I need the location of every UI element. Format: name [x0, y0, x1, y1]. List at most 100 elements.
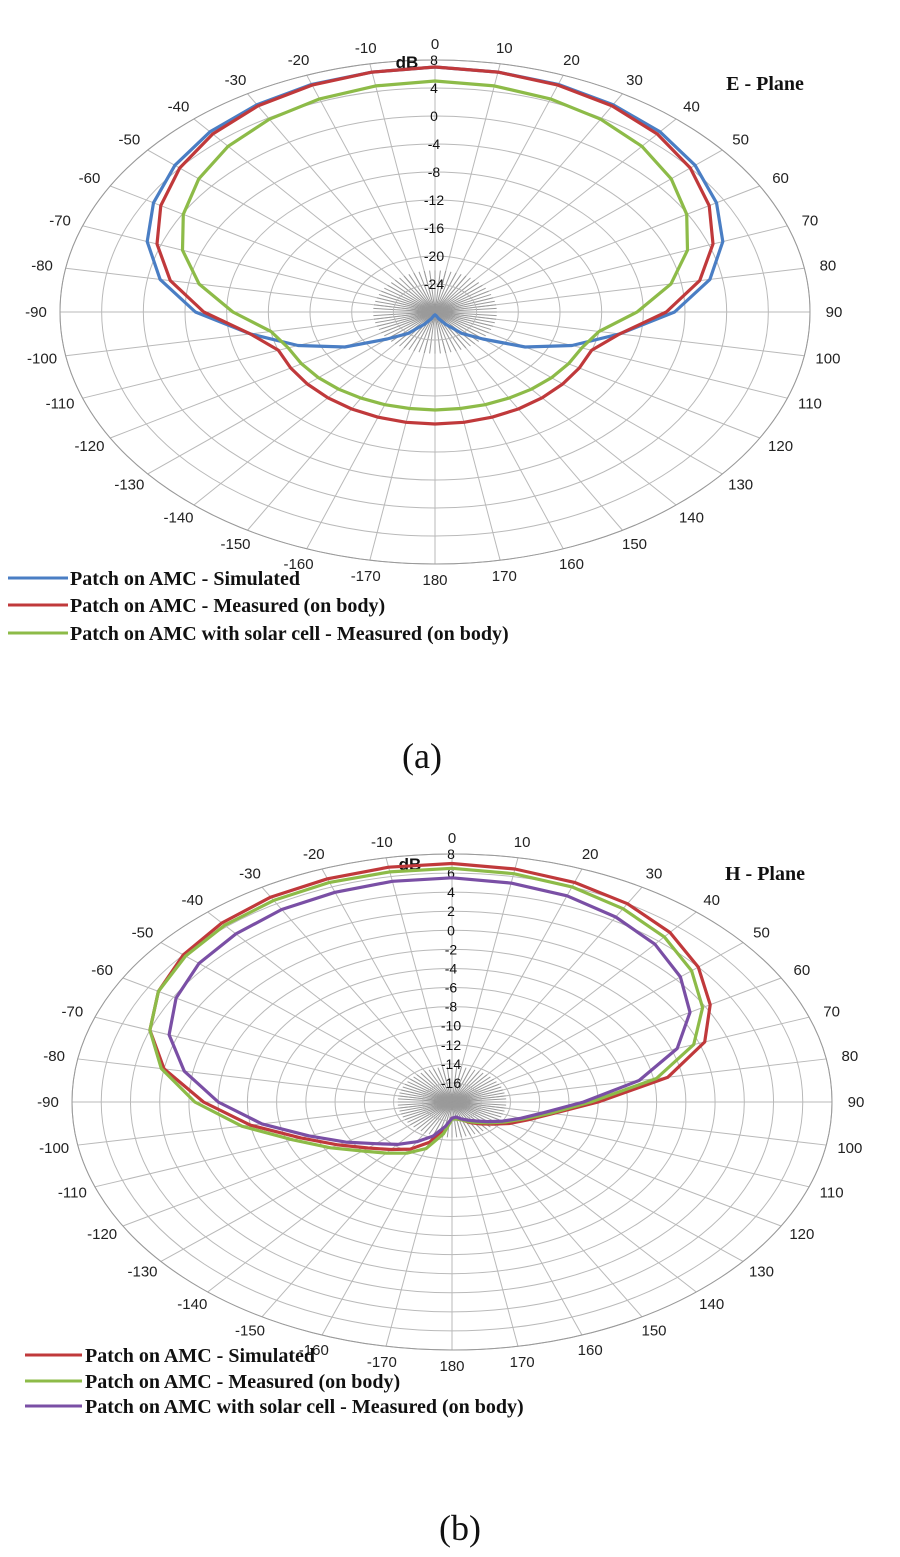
center-spoke [375, 300, 436, 313]
center-spoke [434, 311, 497, 317]
center-spoke [451, 1101, 506, 1109]
center-spoke [399, 1101, 453, 1112]
angle-tick-label: 0 [448, 830, 456, 847]
center-spoke [434, 272, 457, 313]
spoke-line [261, 886, 446, 1095]
angle-tick-label: 130 [728, 476, 753, 493]
center-spoke [387, 284, 436, 313]
angle-tick-label: 170 [510, 1354, 535, 1371]
center-spoke [451, 1101, 480, 1134]
spoke-line [436, 63, 501, 304]
angle-tick-label: 100 [837, 1140, 862, 1157]
center-spoke [451, 1095, 506, 1103]
center-spoke [376, 297, 436, 313]
spoke-line [207, 911, 444, 1096]
center-spoke [451, 1074, 488, 1103]
center-spoke [434, 293, 492, 313]
spoke-line [122, 1105, 441, 1227]
legend-entry-1: Patch on AMC - Simulated [85, 1345, 315, 1367]
spoke-line [82, 225, 423, 310]
grid-ring [129, 891, 775, 1313]
spoke-line [436, 320, 501, 561]
angle-tick-label: 50 [732, 132, 749, 149]
legend-entry-3: Patch on AMC with solar cell - Measured … [70, 623, 509, 645]
center-spoke [451, 1069, 476, 1103]
angle-tick-label: 50 [753, 924, 770, 941]
spoke-line [460, 911, 697, 1096]
spoke-line [94, 1104, 440, 1188]
center-spoke [446, 1066, 453, 1103]
spoke-line [461, 1107, 744, 1262]
center-spoke [423, 270, 436, 313]
radial-tick-label: 4 [430, 80, 438, 96]
center-spoke [434, 290, 489, 313]
center-spoke [451, 1081, 497, 1103]
spoke-line [94, 1016, 440, 1100]
angle-tick-label: 90 [826, 304, 843, 321]
spoke-line [110, 315, 424, 439]
center-spoke [434, 311, 486, 337]
spoke-line [441, 319, 623, 531]
center-spoke [374, 304, 436, 313]
spoke-line [147, 317, 426, 475]
angle-tick-label: 140 [679, 509, 704, 526]
radial-tick-label: -4 [428, 136, 441, 152]
angle-tick-label: -140 [177, 1296, 207, 1313]
angle-tick-label: -40 [181, 892, 203, 909]
center-spoke [398, 1095, 453, 1103]
center-spoke [434, 270, 441, 313]
center-spoke [375, 311, 436, 324]
center-spoke [410, 1078, 453, 1103]
spoke-line [447, 267, 805, 311]
angle-tick-label: -20 [288, 52, 310, 69]
spoke-line [369, 63, 434, 304]
angle-tick-label: 40 [703, 892, 720, 909]
center-spoke [434, 275, 467, 313]
center-spoke [451, 1070, 480, 1103]
center-spoke [378, 293, 436, 313]
radial-tick-label: -12 [424, 192, 444, 208]
radial-tick-label: -16 [441, 1075, 461, 1091]
center-spoke [451, 1089, 504, 1103]
angle-tick-label: 130 [749, 1264, 774, 1281]
spoke-line [306, 74, 431, 304]
center-spoke [399, 277, 436, 313]
series-line-1 [145, 65, 725, 349]
angle-tick-label: -10 [371, 834, 393, 851]
spoke-line [261, 1109, 446, 1318]
angle-tick-label: -140 [164, 509, 194, 526]
angle-tick-label: -30 [239, 865, 261, 882]
chart-title: E - Plane [726, 73, 804, 95]
chart-title: H - Plane [725, 863, 805, 885]
figure-caption: (b) [439, 1508, 481, 1548]
angle-tick-label: 40 [683, 99, 700, 116]
angle-tick-label: 80 [820, 257, 837, 274]
angle-tick-label: -130 [128, 1264, 158, 1281]
spoke-line [463, 1105, 782, 1227]
angle-tick-label: -70 [49, 212, 71, 229]
spoke-line [160, 942, 443, 1097]
angle-tick-label: 150 [641, 1323, 666, 1340]
radial-tick-label: -6 [445, 980, 458, 996]
angle-tick-label: 160 [559, 556, 584, 573]
figure-caption: (a) [402, 736, 442, 776]
spoke-line [369, 320, 434, 561]
spoke-line [465, 1103, 827, 1146]
angle-tick-label: -100 [27, 351, 57, 368]
angle-tick-label: 20 [563, 52, 580, 69]
center-spoke [451, 1066, 458, 1103]
center-spoke [400, 1101, 453, 1115]
grid-ring [363, 1044, 541, 1160]
center-spoke [404, 1101, 453, 1121]
polar-grid [71, 853, 833, 1351]
center-spoke [413, 272, 436, 313]
angle-tick-label: 20 [582, 846, 599, 863]
center-spoke [373, 311, 436, 317]
center-spoke [434, 297, 494, 313]
center-spoke [434, 311, 441, 354]
center-spoke [451, 1101, 507, 1106]
spoke-line [385, 1110, 451, 1347]
grid-ring [351, 255, 519, 369]
angle-tick-label: 120 [789, 1226, 814, 1243]
angle-tick-label: -20 [303, 846, 325, 863]
